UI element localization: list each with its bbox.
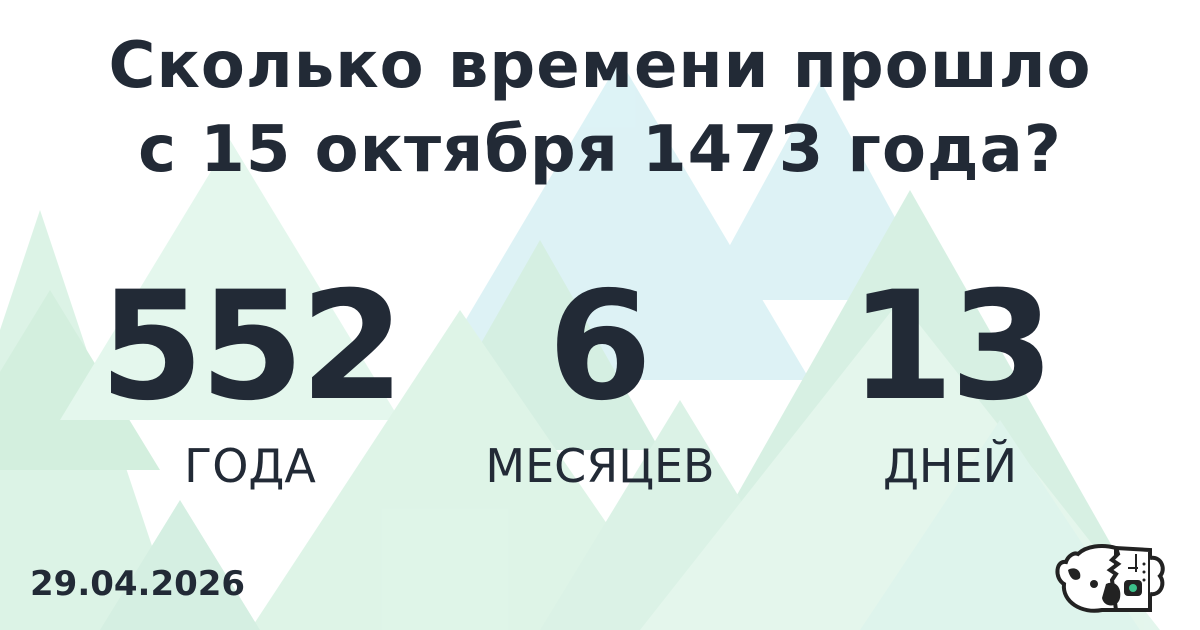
years-value: 552 [99, 260, 404, 434]
page-title: Сколько времени прошло с 15 октября 1473… [0, 24, 1200, 192]
months-value: 6 [547, 260, 652, 434]
years-label: ГОДА [184, 439, 316, 493]
days-value: 13 [849, 260, 1055, 434]
koala-logo-icon [1055, 544, 1165, 613]
title-line-1: Сколько времени прошло [108, 29, 1092, 103]
days-label: ДНЕЙ [882, 439, 1017, 493]
months-label: МЕСЯЦЕВ [485, 439, 715, 493]
current-date: 29.04.2026 [30, 564, 246, 604]
title-line-2: с 15 октября 1473 года? [138, 113, 1062, 187]
